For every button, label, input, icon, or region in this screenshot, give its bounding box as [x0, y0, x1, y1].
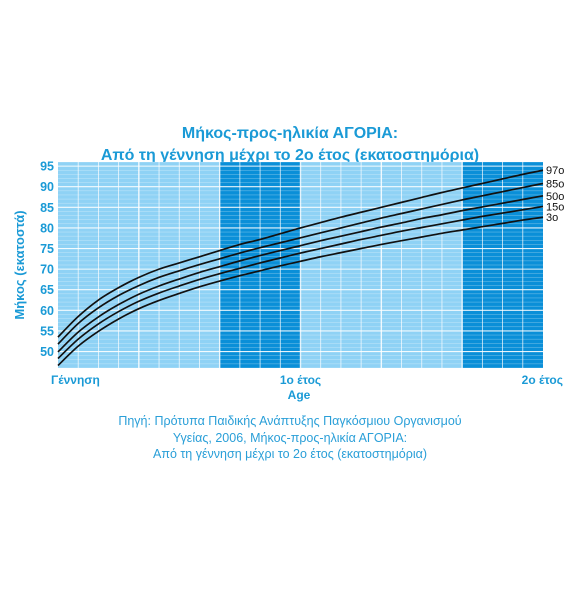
percentile-label: 3ο — [546, 212, 558, 224]
percentile-label: 97ο — [546, 165, 564, 177]
percentile-curve-0 — [57, 169, 544, 338]
y-tick-label: 70 — [40, 263, 54, 277]
x-tick-label: 2ο έτος — [522, 373, 563, 387]
y-tick-label: 75 — [40, 242, 54, 256]
y-tick-label: 50 — [40, 345, 54, 359]
y-axis-label: Μήκος (εκατοστά) — [12, 210, 27, 319]
y-tick-label: 65 — [40, 283, 54, 297]
y-tick-labels: 50 55 60 65 70 75 80 85 90 95 — [40, 160, 54, 359]
y-tick-label: 85 — [40, 201, 54, 215]
percentile-curves — [57, 169, 544, 367]
percentile-label: 50ο — [546, 191, 564, 203]
y-tick-label: 55 — [40, 324, 54, 338]
grid-lines — [58, 161, 543, 369]
source-line-2: Υγείας, 2006, Μήκος-προς-ηλικία ΑΓΟΡΙΑ: — [172, 431, 408, 445]
y-tick-label: 90 — [40, 180, 54, 194]
source-line-3: Από τη γέννηση μέχρι το 2ο έτος (εκατοστ… — [152, 447, 427, 461]
percentile-curve-3 — [57, 205, 544, 360]
y-tick-label: 95 — [40, 160, 54, 174]
x-tick-labels: Γέννηση 1ο έτος 2ο έτος — [51, 373, 563, 387]
source-line-1: Πηγή: Πρότυπα Παιδικής Ανάπτυξης Παγκόσμ… — [118, 414, 462, 428]
percentile-label: 15ο — [546, 201, 564, 213]
x-tick-label: 1ο έτος — [280, 373, 321, 387]
chart-subtitle: Από τη γέννηση μέχρι το 2ο έτος (εκατοστ… — [100, 147, 480, 164]
percentile-label: 85ο — [546, 178, 564, 190]
y-tick-label: 80 — [40, 221, 54, 235]
percentile-curve-2 — [57, 194, 544, 353]
y-tick-label: 60 — [40, 304, 54, 318]
percentile-curve-1 — [57, 182, 544, 345]
x-tick-label: Γέννηση — [51, 373, 100, 387]
percentile-curve-4 — [57, 216, 544, 367]
chart-title: Μήκος-προς-ηλικία ΑΓΟΡΙΑ: — [181, 125, 399, 142]
x-axis-label: Age — [288, 388, 311, 402]
